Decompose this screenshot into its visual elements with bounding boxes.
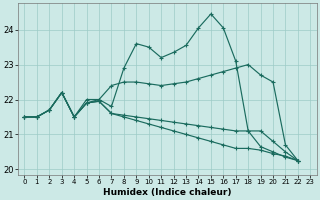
X-axis label: Humidex (Indice chaleur): Humidex (Indice chaleur) xyxy=(103,188,232,197)
